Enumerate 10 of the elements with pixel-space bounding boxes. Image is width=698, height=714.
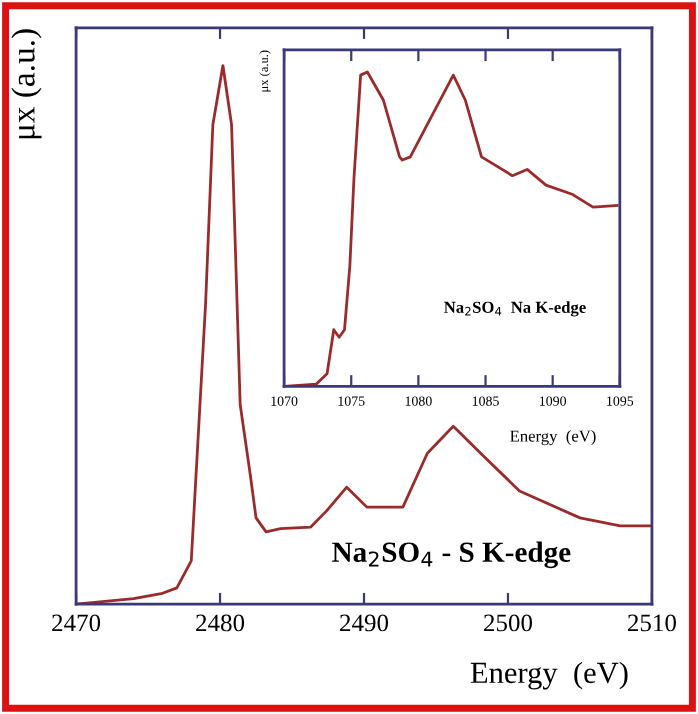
y-axis-title: μx (a.u.) [11,29,42,139]
x-axis-title: Energy (eV) [510,429,596,446]
annotation: Na$_{2}$SO$_{4}$ - S K-edge [332,541,571,569]
x-tick-label: 2480 [196,614,245,632]
x-tick-label: 2470 [52,614,101,632]
annotation: Na$_{2}$SO$_{4}$ Na K-edge [444,301,586,317]
x-tick-label: 2490 [340,614,389,632]
x-axis-title: Energy (eV) [470,661,628,690]
x-tick-label: 2510 [628,614,676,632]
x-tick-label: 2500 [484,614,533,632]
